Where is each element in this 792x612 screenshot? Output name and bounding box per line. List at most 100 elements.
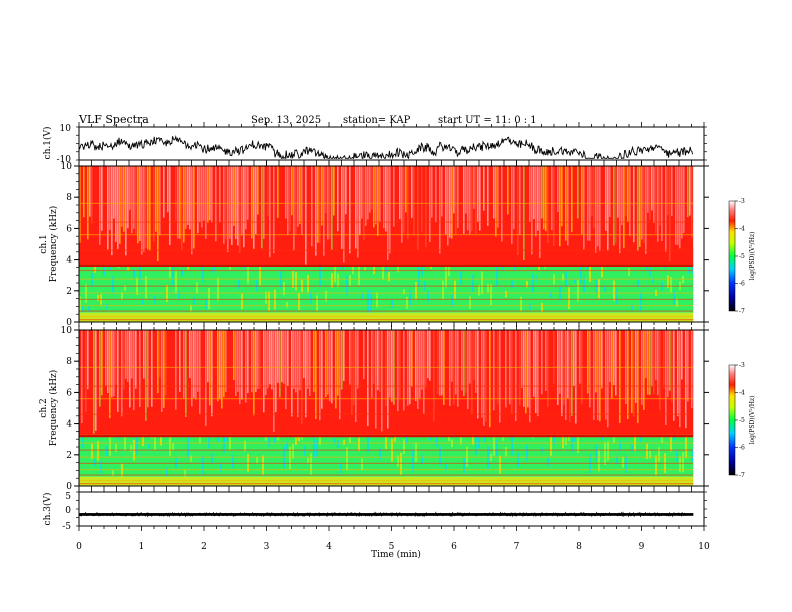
spectro-streak	[637, 166, 639, 251]
spectro-speckle	[292, 444, 294, 459]
spectro-streak	[405, 166, 407, 213]
spectro-streak	[675, 166, 677, 245]
spectro-streak	[209, 166, 211, 221]
ch2-freq-ticks: 0 2 4 6 8 10	[61, 326, 709, 492]
spectro-streak	[669, 330, 671, 391]
spectro-streak	[267, 330, 269, 389]
spectro-streak	[451, 330, 453, 382]
spectro-speckle	[94, 459, 96, 467]
spectro-speckle	[238, 279, 240, 290]
spectro-streak	[633, 166, 635, 243]
spectro-speckle	[277, 436, 279, 441]
colorbar-tick-label: -5	[739, 417, 745, 424]
spectro-streak	[127, 166, 129, 229]
spectro-speckle	[427, 290, 429, 303]
spectro-streak	[505, 330, 507, 408]
time-tick-label: 5	[389, 542, 395, 552]
spectro-speckle	[106, 446, 108, 457]
spectro-speckle	[127, 265, 129, 271]
spectro-streak	[265, 330, 267, 396]
spectro-streak	[559, 330, 561, 394]
spectro-streak	[623, 166, 625, 249]
spectro-speckle	[370, 290, 372, 312]
spectro-speckle	[454, 280, 456, 299]
spectro-streak	[607, 330, 609, 428]
spectro-speckle	[298, 436, 300, 441]
spectro-speckle	[631, 304, 633, 310]
spectro-speckle	[574, 436, 576, 442]
spectro-speckle	[685, 436, 687, 459]
spectro-speckle	[109, 436, 111, 456]
spectro-streak	[577, 166, 579, 219]
spectro-streak	[133, 166, 135, 229]
spectro-streak	[263, 330, 265, 413]
spectro-streak	[431, 166, 433, 218]
spectro-streak	[607, 166, 609, 251]
spectro-streak	[253, 330, 255, 416]
spectro-streak	[469, 330, 471, 384]
spectro-speckle	[526, 281, 528, 288]
spectro-streak	[511, 166, 513, 245]
spectro-streak	[137, 166, 139, 244]
spectro-speckle	[307, 457, 309, 464]
spectro-streak	[439, 330, 441, 396]
spectro-streak	[87, 330, 89, 390]
spectro-streak	[513, 166, 515, 230]
spectro-streak	[349, 330, 351, 385]
spectro-streak	[633, 330, 635, 417]
spectro-speckle	[613, 436, 615, 443]
spectro-streak	[547, 166, 549, 244]
spectro-speckle	[436, 436, 438, 447]
spectro-speckle	[430, 436, 432, 441]
spectro-streak	[267, 166, 269, 217]
spectro-streak	[559, 166, 561, 247]
spectro-streak	[385, 166, 387, 232]
spectro-streak	[475, 166, 477, 234]
spectro-streak	[601, 330, 603, 389]
spectro-line	[79, 479, 694, 482]
ch2-colorbar-scale	[728, 364, 736, 476]
freq-tick-label: 8	[66, 357, 72, 367]
spectro-streak	[245, 330, 247, 403]
spectro-speckle	[541, 303, 543, 313]
spectro-no-data	[693, 330, 704, 486]
waveform-band	[79, 513, 694, 516]
spectro-streak	[605, 166, 607, 231]
ch1-colorbar-scale	[728, 200, 736, 312]
spectro-streak	[401, 166, 403, 243]
spectro-speckle	[574, 278, 576, 284]
ch1-ytick-bottom: -10	[57, 155, 72, 165]
spectro-streak	[235, 330, 237, 396]
spectro-streak	[251, 166, 253, 239]
spectro-speckle	[316, 440, 318, 458]
spectro-speckle	[601, 265, 603, 278]
spectro-speckle	[691, 449, 693, 463]
spectro-streak	[589, 330, 591, 408]
spectro-streak	[207, 330, 209, 383]
spectro-line	[79, 285, 694, 287]
spectro-streak	[595, 166, 597, 253]
spectro-streak	[183, 330, 185, 399]
spectro-streak	[313, 330, 315, 392]
spectro-streak	[157, 330, 159, 394]
spectro-streak	[95, 330, 97, 431]
spectro-speckle	[562, 273, 564, 281]
spectro-speckle	[496, 439, 498, 457]
spectro-streak	[297, 166, 299, 227]
colorbar-tick-label: -3	[739, 198, 745, 205]
spectro-streak	[193, 330, 195, 399]
spectro-speckle	[100, 461, 102, 474]
spectro-streak	[205, 330, 207, 426]
spectro-streak	[83, 166, 85, 218]
spectro-streak	[207, 166, 209, 223]
date-label: Sep. 13, 2025	[251, 115, 321, 126]
spectro-speckle	[631, 444, 633, 452]
spectro-speckle	[112, 276, 114, 293]
spectro-streak	[253, 166, 255, 249]
ch2-colorbar-ticks: -3 -4 -5 -6 -7	[735, 362, 745, 479]
spectro-line	[79, 442, 694, 444]
spectro-streak	[441, 166, 443, 217]
freq-tick-label: 0	[66, 482, 72, 492]
spectro-speckle	[265, 291, 267, 304]
spectro-streak	[605, 330, 607, 420]
